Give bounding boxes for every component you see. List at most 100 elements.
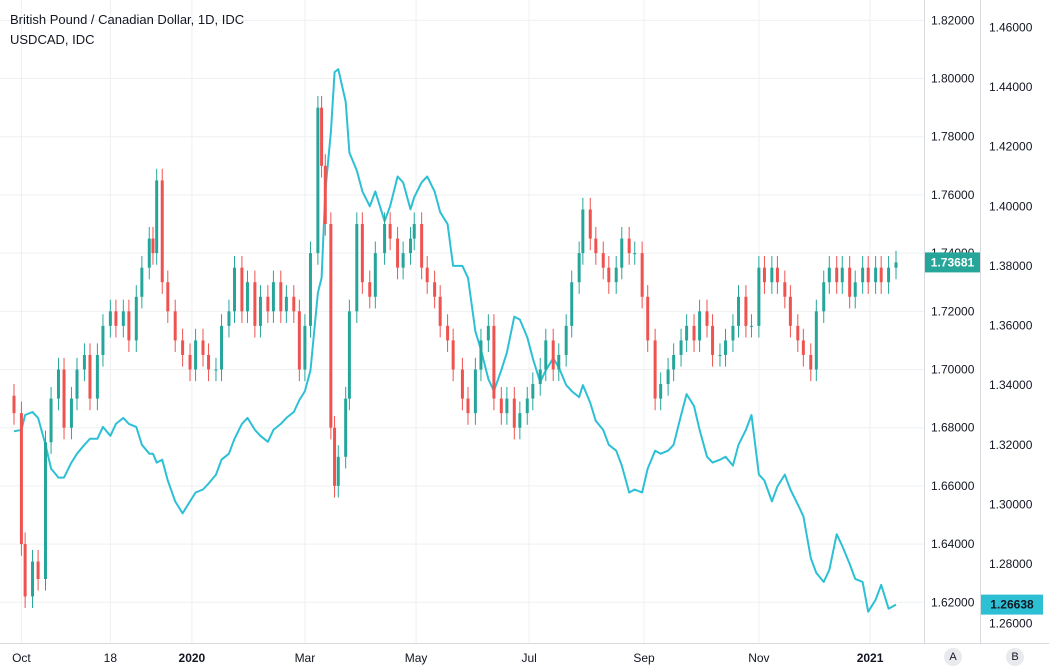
candle-body — [233, 267, 236, 312]
candle-body — [355, 224, 359, 312]
candle-body — [320, 107, 324, 166]
candle-body — [594, 238, 598, 254]
last-price-labels: 1.73681 1.26638 — [925, 252, 1043, 615]
candle-body — [344, 398, 348, 457]
candle-body — [308, 253, 312, 326]
candle-body — [108, 311, 112, 326]
candle-body — [101, 325, 105, 355]
candle-body — [181, 340, 185, 355]
left-tick-label: 1.78000 — [931, 130, 975, 144]
candle-body — [737, 296, 740, 326]
candle-body — [412, 224, 416, 239]
candle-body — [762, 267, 766, 283]
candle-body — [757, 267, 761, 326]
left-tick-label: 1.82000 — [931, 13, 975, 27]
candle-body — [396, 238, 400, 268]
candle-body — [853, 282, 857, 297]
gbpcad-candles — [12, 96, 898, 609]
right-tick-label: 1.36000 — [989, 319, 1033, 333]
candle-body — [783, 282, 787, 297]
candle-body — [564, 325, 568, 355]
candle-body — [775, 267, 779, 283]
candle-body — [284, 296, 288, 312]
legend-compare-symbol[interactable]: USDCAD, IDC — [10, 32, 95, 47]
candle-body — [201, 340, 205, 355]
candle-body — [685, 325, 689, 341]
candle-body — [531, 384, 535, 399]
time-scale[interactable]: Oct 18 2020 Mar May Jul Sep Nov 2021 — [12, 651, 884, 665]
left-tick-label: 1.64000 — [931, 537, 975, 551]
candle-body — [866, 267, 870, 283]
candle-body — [433, 282, 437, 297]
x-tick-label: Sep — [633, 651, 655, 665]
candle-body — [214, 369, 218, 371]
candle-body — [809, 354, 813, 370]
left-tick-label: 1.66000 — [931, 479, 975, 493]
candle-body — [801, 340, 805, 355]
candle-body — [127, 311, 131, 341]
candle-body — [724, 340, 728, 355]
candle-body — [271, 282, 275, 312]
candle-body — [451, 340, 455, 370]
x-tick-label: 18 — [104, 651, 118, 665]
candle-body — [479, 340, 483, 370]
legend-main-symbol[interactable]: British Pound / Canadian Dollar, 1D, IDC — [10, 12, 245, 27]
candle-body — [894, 262, 898, 268]
candle-body — [56, 369, 60, 399]
candle-body — [620, 238, 624, 268]
candle-body — [160, 180, 164, 283]
candle-body — [173, 311, 177, 341]
candle-body — [840, 267, 844, 283]
candle-body — [581, 209, 585, 254]
candle-body — [245, 282, 249, 312]
left-tick-label: 1.80000 — [931, 72, 975, 86]
right-tick-label: 1.28000 — [989, 557, 1033, 571]
log-scale-button[interactable]: B — [1006, 648, 1024, 666]
candle-body — [640, 253, 644, 297]
candle-body — [297, 311, 301, 370]
candle-body — [240, 267, 244, 312]
candle-body — [347, 311, 351, 399]
candle-body — [220, 325, 224, 370]
candle-body — [666, 369, 670, 385]
candle-body — [551, 340, 555, 370]
left-tick-label: 1.76000 — [931, 188, 975, 202]
candle-body — [420, 224, 424, 268]
candle-body — [698, 311, 702, 341]
right-price-scale[interactable]: 1.46000 1.44000 1.42000 1.40000 1.38000 1.360… — [989, 20, 1033, 630]
candle-body — [874, 267, 878, 283]
candle-body — [438, 296, 442, 326]
left-tick-label: 1.62000 — [931, 595, 975, 609]
candle-body — [788, 296, 792, 326]
left-price-scale[interactable]: 1.820001.800001.780001.760001.740001.720… — [931, 13, 975, 609]
candle-body — [848, 267, 852, 297]
candle-body — [544, 340, 548, 370]
candle-body — [166, 282, 170, 312]
candle-body — [88, 354, 92, 399]
gbpcad-last-value: 1.73681 — [931, 255, 975, 269]
candle-body — [705, 311, 709, 326]
auto-scale-button[interactable]: A — [944, 648, 962, 666]
candle-body — [446, 325, 450, 341]
candle-body — [659, 384, 663, 399]
candle-body — [336, 456, 340, 486]
left-tick-label: 1.68000 — [931, 421, 975, 435]
candle-body — [383, 224, 387, 254]
candle-body — [44, 442, 47, 579]
candle-body — [82, 354, 86, 370]
x-tick-label: Mar — [295, 651, 316, 665]
right-tick-label: 1.46000 — [989, 20, 1033, 34]
candle-body — [601, 253, 605, 268]
candle-body — [460, 369, 464, 399]
usdcad-series — [13, 68, 897, 613]
x-tick-label: Jul — [521, 651, 536, 665]
candle-body — [279, 282, 283, 312]
candle-body — [525, 398, 529, 414]
candle-body — [425, 267, 429, 283]
candle-body — [388, 224, 392, 239]
candle-body — [466, 398, 470, 414]
candle-body — [36, 561, 40, 579]
x-tick-label: May — [405, 651, 428, 665]
